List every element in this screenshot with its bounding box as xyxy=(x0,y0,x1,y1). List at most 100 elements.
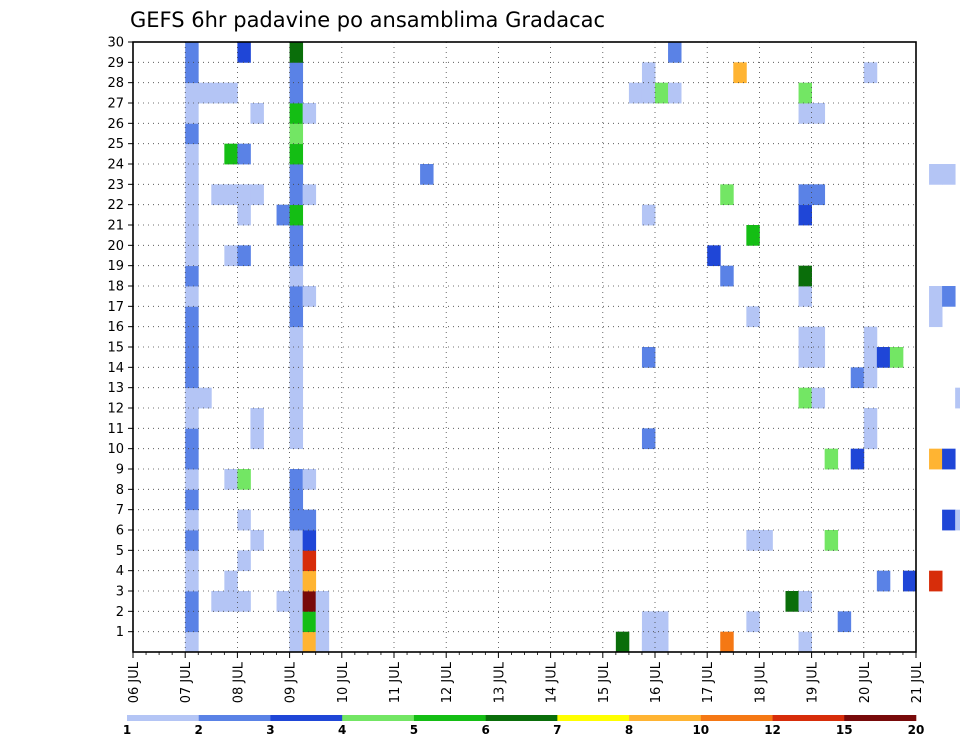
legend-swatch xyxy=(772,715,845,721)
heatmap-cell xyxy=(185,103,199,124)
heatmap-cell xyxy=(185,265,199,287)
heatmap-cell xyxy=(863,408,878,429)
heatmap-cell xyxy=(929,570,943,592)
heatmap-cell xyxy=(185,428,199,450)
heatmap-cell xyxy=(302,286,317,307)
heatmap-cell xyxy=(641,62,656,84)
chart-title: GEFS 6hr padavine po ansamblima Gradacac xyxy=(130,8,605,32)
x-tick-label: 13 JUL xyxy=(492,661,507,703)
y-tick-label: 28 xyxy=(107,76,124,91)
y-axis: 1234567891011121314151617181920212223242… xyxy=(107,36,133,640)
heatmap-cell xyxy=(185,306,199,328)
heatmap-cell xyxy=(641,611,656,633)
y-tick-label: 3 xyxy=(116,585,124,600)
heatmap-cell xyxy=(289,286,304,307)
heatmap-cell xyxy=(289,123,304,145)
heatmap-cell xyxy=(237,143,251,165)
heatmap-cell xyxy=(824,448,839,470)
heatmap-cell xyxy=(289,509,304,531)
legend-swatch xyxy=(270,715,343,721)
heatmap-cell xyxy=(289,82,304,104)
x-tick-label: 18 JUL xyxy=(753,661,768,703)
heatmap-cell xyxy=(224,143,238,165)
y-tick-label: 10 xyxy=(107,442,124,457)
heatmap-cell xyxy=(185,509,199,531)
x-tick-label: 12 JUL xyxy=(440,661,455,703)
legend-swatch xyxy=(485,715,558,721)
heatmap-cell xyxy=(889,347,904,368)
heatmap-cell xyxy=(863,428,878,450)
heatmap-cell xyxy=(746,530,760,551)
legend-swatch xyxy=(557,715,630,721)
heatmap-cell xyxy=(185,631,199,653)
heatmap-cell xyxy=(302,469,317,490)
heatmap-cell xyxy=(289,591,304,612)
cells-layer xyxy=(185,42,960,653)
heatmap-cell xyxy=(289,306,304,328)
heatmap-cell xyxy=(185,204,199,226)
heatmap-cell xyxy=(289,204,304,226)
y-tick-label: 9 xyxy=(116,463,124,478)
heatmap-cell xyxy=(237,184,251,206)
heatmap-cell xyxy=(798,347,812,368)
heatmap-cell xyxy=(185,245,199,267)
heatmap-cell xyxy=(211,82,225,104)
y-tick-label: 14 xyxy=(107,361,124,376)
heatmap-cell xyxy=(276,204,290,226)
heatmap-cell xyxy=(289,489,304,511)
y-tick-label: 5 xyxy=(116,544,124,559)
legend-label: 7 xyxy=(553,723,561,737)
heatmap-cell xyxy=(420,164,434,185)
heatmap-cell xyxy=(798,591,812,612)
heatmap-cell xyxy=(224,469,238,490)
legend: 1 2 3 4 5 6 7 8 10 12 15 20 xyxy=(123,715,924,737)
heatmap-cell xyxy=(224,82,238,104)
heatmap-cell xyxy=(185,611,199,633)
y-tick-label: 25 xyxy=(107,137,124,152)
heatmap-cell xyxy=(289,408,304,429)
y-tick-label: 21 xyxy=(107,219,124,234)
heatmap-cell xyxy=(668,82,682,104)
heatmap-cell xyxy=(302,509,317,531)
heatmap-cell xyxy=(902,570,917,592)
heatmap-cell xyxy=(198,82,212,104)
y-tick-label: 4 xyxy=(116,564,124,579)
y-tick-label: 8 xyxy=(116,483,124,498)
heatmap-cell xyxy=(641,428,656,450)
heatmap-cell xyxy=(237,591,251,612)
legend-label: 2 xyxy=(195,723,203,737)
heatmap-cell xyxy=(185,367,199,389)
heatmap-cell xyxy=(798,103,812,124)
x-tick-label: 07 JUL xyxy=(179,661,194,703)
legend-label: 6 xyxy=(481,723,489,737)
y-tick-label: 22 xyxy=(107,198,124,213)
heatmap-cell xyxy=(850,367,865,389)
heatmap-cell xyxy=(811,387,826,409)
heatmap-cell xyxy=(185,347,199,368)
heatmap-cell xyxy=(615,631,630,653)
x-axis: 06 JUL 07 JUL 08 JUL 09 JUL 10 JUL 11 JUL 12 J… xyxy=(127,652,925,703)
heatmap-cell xyxy=(929,164,943,185)
heatmap-cell xyxy=(811,347,826,368)
y-tick-label: 30 xyxy=(107,36,124,51)
heatmap-cell xyxy=(185,530,199,551)
heatmap-cell xyxy=(707,245,721,267)
x-tick-label: 19 JUL xyxy=(806,661,821,703)
legend-swatch xyxy=(844,715,917,721)
heatmap-cell xyxy=(863,347,878,368)
heatmap-cell xyxy=(302,550,317,572)
heatmap-cell xyxy=(250,428,264,450)
heatmap-cell xyxy=(185,570,199,592)
legend-swatch xyxy=(700,715,773,721)
heatmap-cell xyxy=(655,82,669,104)
heatmap-cell xyxy=(302,530,317,551)
heatmap-cell xyxy=(250,408,264,429)
heatmap-cell xyxy=(289,367,304,389)
legend-label: 8 xyxy=(625,723,633,737)
y-tick-label: 15 xyxy=(107,341,124,356)
heatmap-cell xyxy=(289,42,304,63)
heatmap-cell xyxy=(798,631,812,653)
heatmap-cell xyxy=(302,570,317,592)
heatmap-cell xyxy=(185,469,199,490)
y-tick-label: 6 xyxy=(116,524,124,539)
